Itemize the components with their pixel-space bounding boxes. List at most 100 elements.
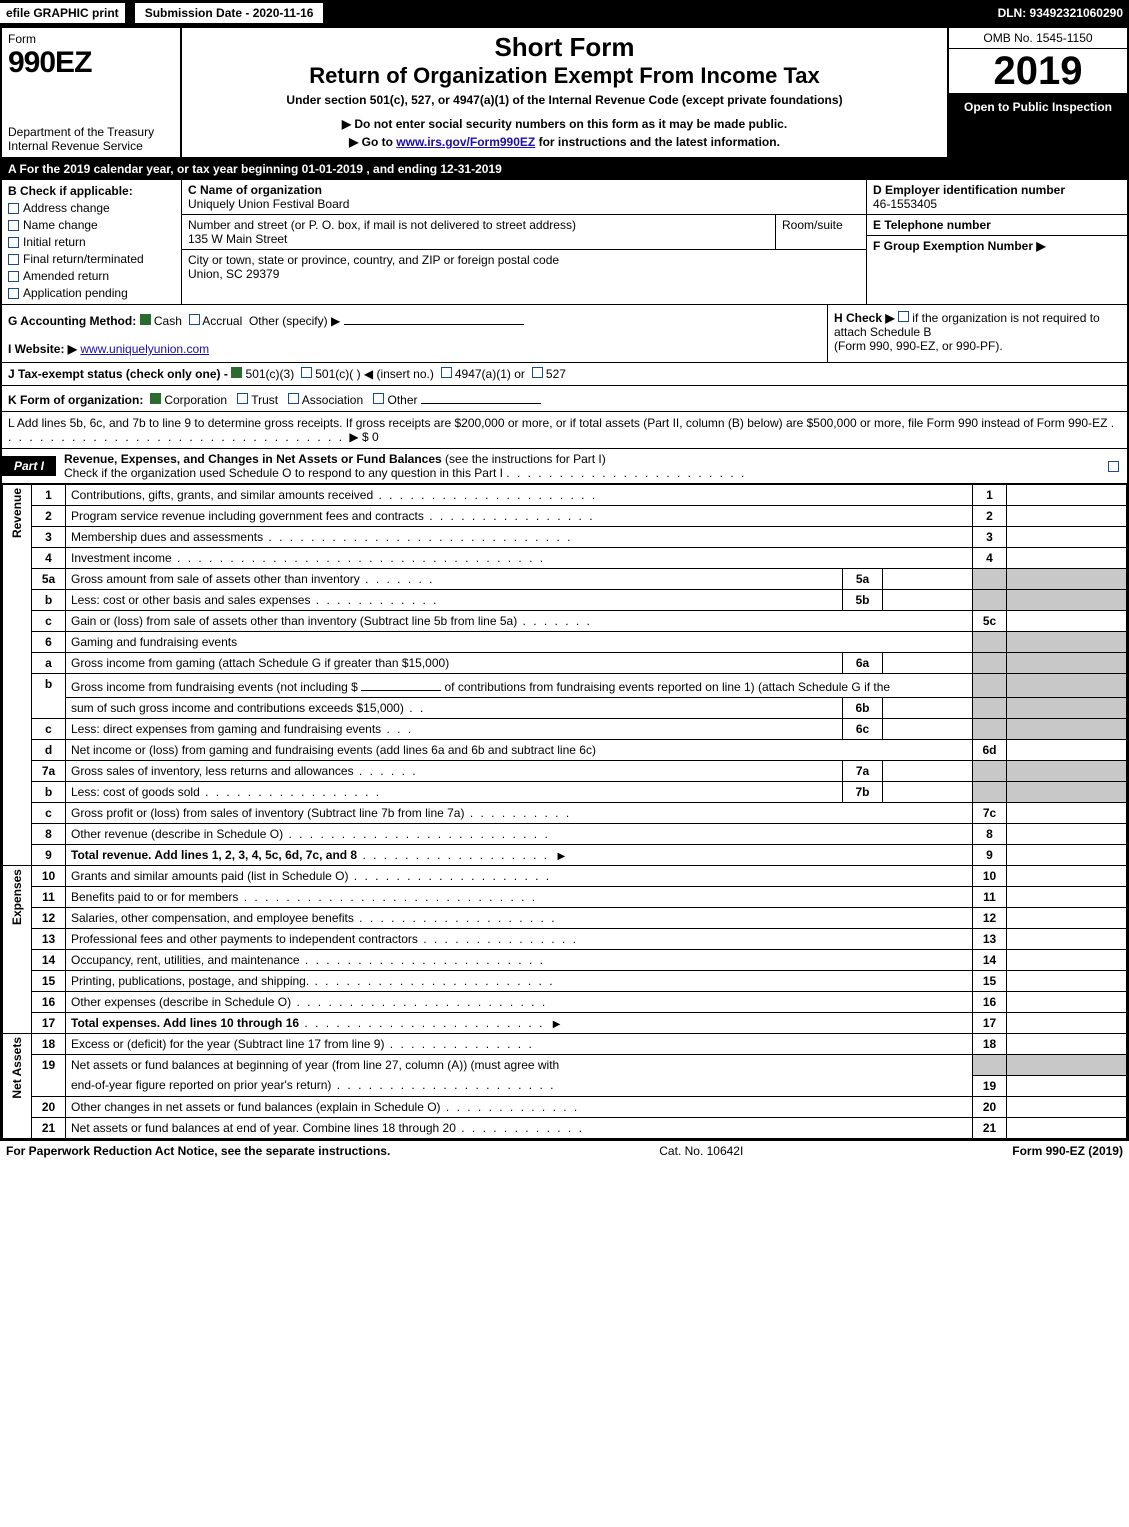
line-amount[interactable]	[1007, 1096, 1127, 1117]
table-row: c Gross profit or (loss) from sales of i…	[3, 803, 1127, 824]
chk-501c[interactable]	[301, 367, 312, 378]
chk-trust[interactable]	[237, 393, 248, 404]
mini-box: 5b	[843, 590, 883, 611]
line-amount[interactable]	[1007, 527, 1127, 548]
line-amount[interactable]	[1007, 1117, 1127, 1138]
mini-amount[interactable]	[883, 698, 973, 719]
chk-part-i-schedule-o[interactable]	[1108, 461, 1119, 472]
table-row: 5a Gross amount from sale of assets othe…	[3, 569, 1127, 590]
line-amount[interactable]	[1007, 611, 1127, 632]
table-row: Revenue 1 Contributions, gifts, grants, …	[3, 485, 1127, 506]
line-desc: Net assets or fund balances at end of ye…	[71, 1121, 456, 1135]
line-no-shaded	[973, 569, 1007, 590]
line-amount[interactable]	[1007, 803, 1127, 824]
website-link[interactable]: www.uniquelyunion.com	[80, 342, 209, 356]
mini-amount[interactable]	[883, 782, 973, 803]
line-amount[interactable]	[1007, 866, 1127, 887]
line-no: 17	[973, 1013, 1007, 1034]
line-no: 9	[973, 845, 1007, 866]
j-501c3: 501(c)(3)	[246, 367, 295, 381]
chk-assoc[interactable]	[288, 393, 299, 404]
line-amount[interactable]	[1007, 971, 1127, 992]
chk-4947[interactable]	[441, 367, 452, 378]
mini-amount[interactable]	[883, 653, 973, 674]
line-amount[interactable]	[1007, 845, 1127, 866]
line-amount[interactable]	[1007, 485, 1127, 506]
chk-527[interactable]	[532, 367, 543, 378]
line-amount[interactable]	[1007, 548, 1127, 569]
mini-box: 5a	[843, 569, 883, 590]
chk-initial-return[interactable]: Initial return	[8, 235, 175, 249]
chk-corp-checked[interactable]	[150, 393, 161, 404]
table-row: 4 Investment income . . . . . . . . . . …	[3, 548, 1127, 569]
j-4947: 4947(a)(1) or	[455, 367, 525, 381]
line-amount[interactable]	[1007, 908, 1127, 929]
mini-amount[interactable]	[883, 761, 973, 782]
blank-6b-amount[interactable]	[361, 677, 441, 691]
line-amount[interactable]	[1007, 1034, 1127, 1055]
footer-left: For Paperwork Reduction Act Notice, see …	[6, 1144, 390, 1158]
line-desc: Gross sales of inventory, less returns a…	[71, 764, 354, 778]
line-desc: Gross amount from sale of assets other t…	[71, 572, 360, 586]
column-def: D Employer identification number 46-1553…	[867, 180, 1127, 304]
line-amount[interactable]	[1007, 929, 1127, 950]
chk-h[interactable]	[898, 311, 909, 322]
table-row: 2 Program service revenue including gove…	[3, 506, 1127, 527]
i-label: I Website: ▶	[8, 342, 77, 356]
chk-accrual[interactable]	[189, 314, 200, 325]
line-amount[interactable]	[1007, 992, 1127, 1013]
line-amount[interactable]	[1007, 824, 1127, 845]
line-amount[interactable]	[1007, 740, 1127, 761]
k-trust: Trust	[251, 393, 278, 407]
arrow-icon	[554, 848, 568, 862]
room-label: Room/suite	[782, 218, 860, 232]
mini-amount[interactable]	[883, 719, 973, 740]
chk-label: Final return/terminated	[23, 252, 144, 266]
chk-other[interactable]	[373, 393, 384, 404]
line-desc: Grants and similar amounts paid (list in…	[71, 869, 348, 883]
line-desc: Occupancy, rent, utilities, and maintena…	[71, 953, 300, 967]
mini-amount[interactable]	[883, 569, 973, 590]
line-amount[interactable]	[1007, 887, 1127, 908]
chk-501c3-checked[interactable]	[231, 367, 242, 378]
line-no-shaded	[973, 1055, 1007, 1076]
l-amount: ▶ $ 0	[349, 430, 378, 444]
table-row: 12 Salaries, other compensation, and emp…	[3, 908, 1127, 929]
line-no: 13	[973, 929, 1007, 950]
mini-box: 7b	[843, 782, 883, 803]
line-no: 20	[973, 1096, 1007, 1117]
line-desc: Membership dues and assessments	[71, 530, 263, 544]
chk-name-change[interactable]: Name change	[8, 218, 175, 232]
line-no: 10	[973, 866, 1007, 887]
chk-cash-checked[interactable]	[140, 314, 151, 325]
form-number: 990EZ	[8, 46, 174, 80]
mini-box: 6a	[843, 653, 883, 674]
line-num: 3	[32, 527, 66, 548]
k-other-blank[interactable]	[421, 390, 541, 404]
line-no: 2	[973, 506, 1007, 527]
line-no-shaded	[973, 674, 1007, 698]
line-amount[interactable]	[1007, 506, 1127, 527]
line-amount[interactable]	[1007, 1013, 1127, 1034]
irs-link[interactable]: www.irs.gov/Form990EZ	[396, 135, 535, 149]
part-i-lines-table: Revenue 1 Contributions, gifts, grants, …	[2, 484, 1127, 1139]
k-label: K Form of organization:	[8, 393, 143, 407]
chk-address-change[interactable]: Address change	[8, 201, 175, 215]
table-row: c Less: direct expenses from gaming and …	[3, 719, 1127, 740]
line-amount[interactable]	[1007, 1075, 1127, 1096]
g-label: G Accounting Method:	[8, 314, 136, 328]
efile-print-button[interactable]: efile GRAPHIC print	[0, 3, 125, 23]
header-center: Short Form Return of Organization Exempt…	[182, 28, 947, 157]
open-to-public: Open to Public Inspection	[949, 94, 1127, 157]
chk-amended-return[interactable]: Amended return	[8, 269, 175, 283]
mini-amount[interactable]	[883, 590, 973, 611]
g-other-blank[interactable]	[344, 311, 524, 325]
year-suffix: 19	[1038, 49, 1083, 93]
line-num: 2	[32, 506, 66, 527]
line-amount[interactable]	[1007, 950, 1127, 971]
chk-final-return[interactable]: Final return/terminated	[8, 252, 175, 266]
line-no-shaded	[973, 761, 1007, 782]
chk-application-pending[interactable]: Application pending	[8, 286, 175, 300]
line-num: 5a	[32, 569, 66, 590]
line-desc-cont2: sum of such gross income and contributio…	[71, 701, 404, 715]
